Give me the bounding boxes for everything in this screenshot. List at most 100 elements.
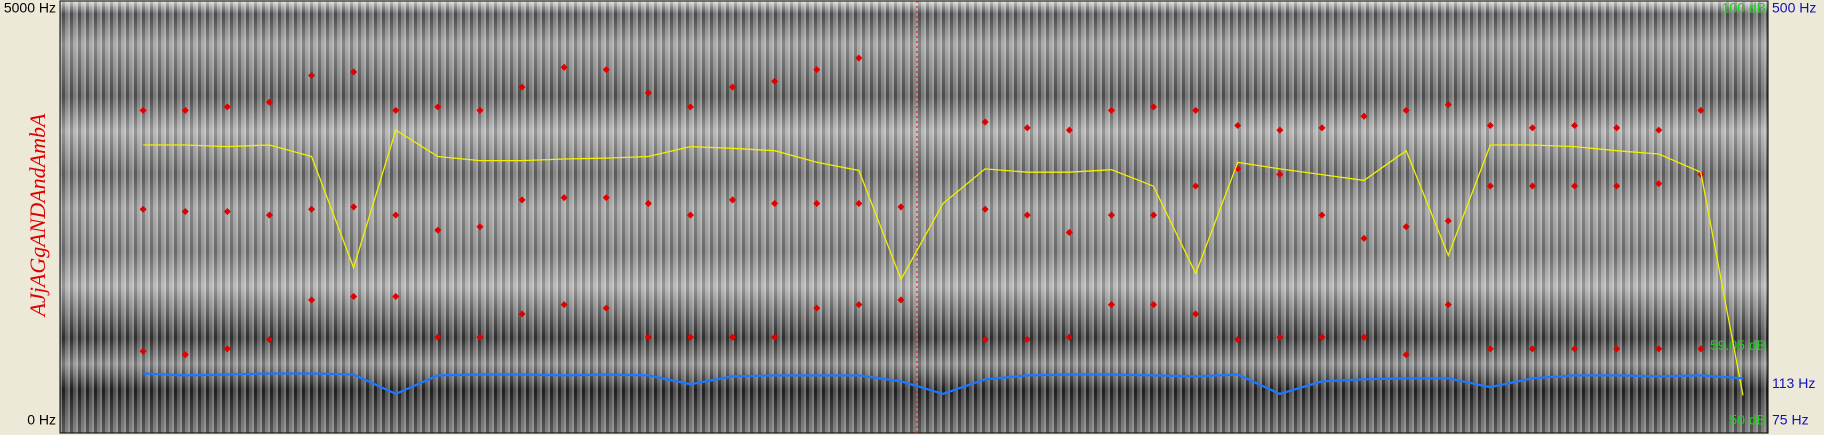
intensity-tick-label: 50 dB — [1729, 412, 1766, 428]
formant-dot — [1276, 170, 1284, 178]
pitch-tick-label: 75 Hz — [1772, 412, 1809, 428]
freq-tick-label: 0 Hz — [27, 412, 56, 428]
formant-dot — [308, 205, 316, 213]
formant-dot — [1697, 106, 1705, 114]
tier-label: AJjAGgANDAndAmbA — [25, 113, 50, 318]
formant-dot — [560, 63, 568, 71]
formant-dot — [434, 103, 442, 111]
formant-dot — [350, 68, 358, 76]
formant-dot — [1318, 124, 1326, 132]
formant-dot — [729, 196, 737, 204]
plot-frame — [59, 0, 1769, 434]
formant-dot — [434, 226, 442, 234]
formant-dot — [265, 211, 273, 219]
formant-dot — [1402, 106, 1410, 114]
formant-dot — [644, 199, 652, 207]
formant-dot — [139, 347, 147, 355]
formant-dot — [1528, 182, 1536, 190]
formant-dot — [1444, 217, 1452, 225]
formant-dot — [686, 103, 694, 111]
pitch-tick-label: 113 Hz — [1772, 375, 1815, 391]
formant-dot — [729, 333, 737, 341]
formant-dot — [1360, 234, 1368, 242]
formant-dot — [686, 333, 694, 341]
formant-dot — [602, 194, 610, 202]
formant-dot — [1613, 182, 1621, 190]
formant-dot — [265, 335, 273, 344]
formant-dot — [1065, 126, 1073, 134]
formant-dot — [518, 83, 526, 91]
formant-dot — [223, 103, 231, 111]
formant-dot — [1613, 345, 1621, 353]
formant-dot — [1571, 121, 1579, 130]
formant-dot — [729, 83, 737, 91]
formant-dot — [1486, 345, 1494, 353]
formant-dot — [1571, 182, 1579, 190]
formant-dot — [1318, 211, 1326, 219]
formant-dot — [308, 296, 316, 304]
formant-dot — [1402, 351, 1410, 359]
formant-dot — [897, 203, 905, 211]
freq-tick-label: 5000 Hz — [4, 0, 56, 16]
formant-dot — [602, 304, 610, 312]
formant-dot — [1360, 333, 1368, 341]
formant-dot — [1107, 106, 1115, 114]
formant-dot — [1023, 335, 1031, 344]
formant-dot — [434, 333, 442, 341]
formant-dot — [644, 89, 652, 97]
formant-dot — [1528, 124, 1536, 132]
intensity-tick-label: 59.05 dB — [1710, 337, 1766, 353]
formant-dot — [1234, 121, 1242, 130]
formant-dot — [1150, 211, 1158, 219]
formant-dot — [1486, 182, 1494, 190]
formant-dot — [602, 66, 610, 74]
formant-dot — [855, 199, 863, 207]
formant-dot — [1655, 126, 1663, 134]
formant-dot — [897, 296, 905, 304]
formant-dot — [1023, 124, 1031, 132]
formant-dot — [350, 292, 358, 301]
formant-dot — [1150, 301, 1158, 309]
spectrogram — [60, 1, 1768, 433]
formant-dot — [1444, 301, 1452, 309]
formant-dot — [1444, 101, 1452, 109]
formant-dot — [1107, 301, 1115, 309]
formant-dot — [1697, 345, 1705, 353]
formant-dot — [308, 71, 316, 80]
formant-dot — [813, 304, 821, 312]
formant-dot — [392, 211, 400, 219]
intensity-contour — [143, 129, 1744, 396]
formant-dot — [181, 208, 189, 216]
formant-dot — [771, 333, 779, 341]
pitch-tick-label: 500 Hz — [1772, 0, 1816, 16]
formant-dot — [1655, 180, 1663, 188]
formant-dot — [518, 310, 526, 318]
intensity-tick-label: 100 dB — [1722, 0, 1766, 16]
formant-dot — [1276, 126, 1284, 134]
formant-dot — [981, 205, 989, 213]
formant-dot — [813, 66, 821, 74]
formant-dot — [1276, 333, 1284, 341]
formant-dot — [1486, 121, 1494, 130]
formant-dot — [1360, 112, 1368, 120]
formant-dot — [1528, 345, 1536, 353]
formant-dot — [139, 106, 147, 114]
formant-dot — [476, 223, 484, 231]
formant-dot — [1402, 223, 1410, 231]
formant-dot — [771, 199, 779, 207]
formant-dot — [1655, 345, 1663, 353]
formant-dot — [855, 301, 863, 309]
formant-dot — [1150, 103, 1158, 111]
formant-dot — [476, 106, 484, 114]
formant-dot — [1023, 211, 1031, 219]
formant-dot — [1192, 310, 1200, 318]
formant-dot — [1192, 106, 1200, 114]
formant-dot — [644, 333, 652, 341]
formant-dot — [1065, 333, 1073, 341]
formant-dot — [1065, 228, 1073, 237]
formant-dot — [981, 335, 989, 344]
formant-dot — [686, 211, 694, 219]
formant-dot — [981, 118, 989, 126]
formant-dot — [1318, 333, 1326, 341]
